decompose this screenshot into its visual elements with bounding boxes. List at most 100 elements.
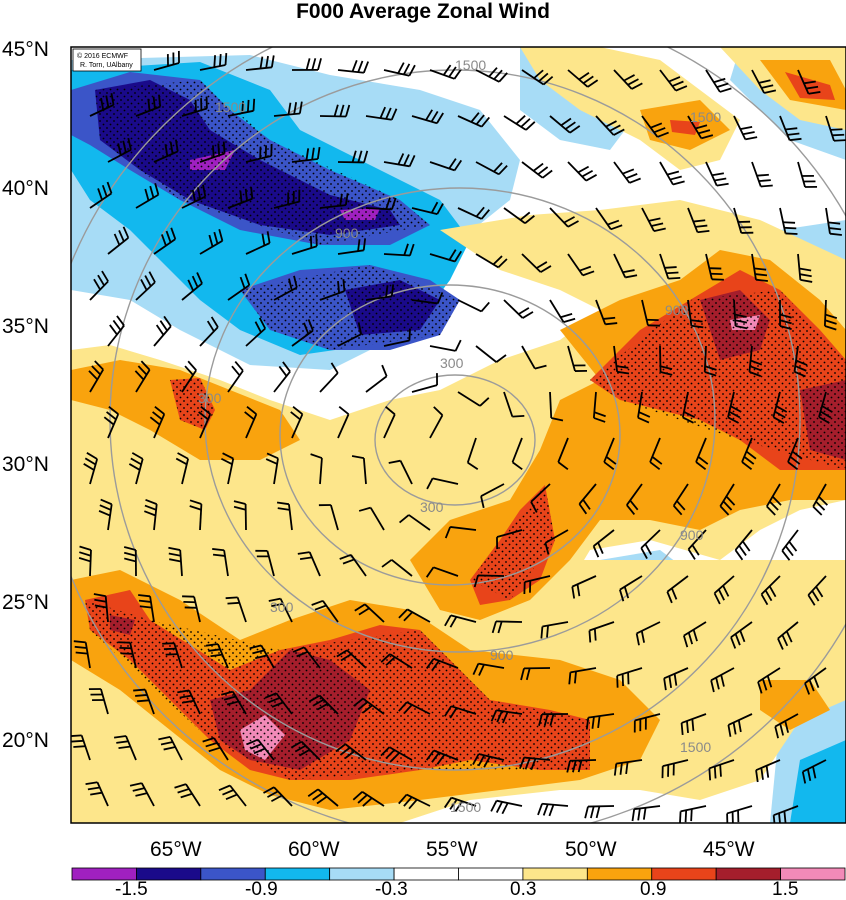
- wind-barb: [290, 740, 321, 761]
- wind-barb: [571, 575, 597, 599]
- wind-barb: [733, 299, 748, 330]
- wind-barb: [772, 805, 799, 823]
- wind-barb: [797, 161, 818, 188]
- colorbar-label: -0.3: [375, 879, 408, 900]
- wind-barb: [143, 499, 158, 531]
- wind-barb: [189, 499, 203, 531]
- wind-barb: [198, 405, 212, 439]
- wind-barb: [687, 115, 714, 140]
- wind-barb: [89, 93, 115, 117]
- wind-barb: [491, 620, 523, 634]
- wind-barb: [511, 437, 523, 471]
- contour-label: 900: [490, 647, 514, 663]
- wind-barb: [772, 391, 788, 424]
- contour-label: 300: [420, 499, 444, 515]
- wind-barb: [444, 526, 477, 539]
- wind-barb: [641, 115, 669, 138]
- wind-barb: [595, 207, 623, 231]
- wind-barb: [398, 514, 431, 531]
- wind-barb: [246, 738, 275, 761]
- wind-barb: [218, 784, 247, 807]
- wind-barb: [220, 452, 235, 485]
- wind-barb: [659, 253, 681, 280]
- wind-barb: [233, 500, 247, 531]
- wind-barb: [107, 315, 125, 347]
- colorbar-label: 0.9: [640, 879, 666, 900]
- wind-barb: [520, 667, 551, 681]
- contour-label: 1500: [215, 99, 246, 115]
- wind-barb: [475, 67, 508, 83]
- map-field: 1500 1500 1500 1500 1500 900 900 900 900…: [71, 47, 846, 823]
- wind-barb: [411, 109, 444, 125]
- wind-barb: [705, 161, 729, 187]
- wind-barb: [687, 299, 704, 329]
- wind-barb: [781, 529, 799, 561]
- wind-barb: [307, 788, 339, 807]
- wind-barb: [337, 405, 350, 439]
- wind-barb: [107, 226, 130, 255]
- wind-barb: [339, 553, 367, 577]
- wind-barb: [733, 115, 758, 141]
- lat-label: 35°N: [2, 315, 49, 338]
- wind-barb: [383, 328, 411, 347]
- wind-barb: [168, 546, 183, 577]
- wind-barb: [540, 621, 569, 639]
- wind-barb: [584, 805, 615, 819]
- wind-barb: [89, 270, 109, 301]
- contour-label: 900: [335, 225, 359, 241]
- wind-barb: [523, 575, 551, 595]
- wind-barb: [174, 783, 201, 807]
- wind-barb: [227, 186, 254, 209]
- wind-barb: [245, 143, 273, 163]
- wind-barb: [93, 593, 109, 623]
- contour-label: 900: [665, 302, 689, 318]
- wind-barb: [793, 345, 808, 378]
- wind-barb: [138, 594, 155, 623]
- wind-barb: [637, 391, 651, 424]
- wind-barb: [149, 405, 166, 439]
- wind-barb: [475, 161, 508, 176]
- contour-label: 1500: [680, 739, 711, 755]
- wind-barb: [592, 391, 606, 423]
- wind-barb: [202, 737, 229, 761]
- wind-barb: [766, 483, 782, 516]
- wind-barb: [519, 756, 551, 771]
- wind-barb: [425, 657, 459, 672]
- colorbar-swatch: [715, 867, 781, 881]
- contour-label: 300: [440, 355, 464, 371]
- wind-barb: [823, 299, 838, 331]
- wind-barb: [503, 391, 525, 418]
- wind-barb: [741, 437, 757, 471]
- wind-barb: [383, 243, 415, 257]
- credit-line: © 2016 ECMWF: [77, 52, 128, 60]
- wind-barb: [383, 406, 396, 439]
- wind-barb: [103, 405, 120, 439]
- wind-barb: [635, 621, 661, 646]
- wind-barb: [123, 546, 137, 577]
- lon-label: 60°W: [288, 838, 340, 861]
- wind-barb: [521, 69, 554, 86]
- wind-barb: [695, 437, 709, 471]
- wind-barb: [585, 713, 615, 730]
- wind-barb: [659, 69, 688, 92]
- wind-barb: [268, 597, 293, 623]
- wind-barb: [521, 345, 547, 370]
- wind-barb: [496, 529, 523, 550]
- wind-barb: [365, 364, 388, 393]
- lat-label: 20°N: [2, 729, 49, 752]
- wind-barb: [411, 201, 444, 215]
- wind-barb: [443, 796, 477, 812]
- wind-barb: [710, 667, 735, 693]
- wind-barb: [568, 667, 597, 685]
- wind-barb: [319, 193, 349, 209]
- wind-barb: [641, 207, 666, 232]
- wind-barb: [480, 483, 505, 509]
- wind-barb: [472, 662, 505, 676]
- wind-barb: [225, 596, 247, 623]
- wind-barb: [825, 207, 842, 236]
- colorbar-label: -1.5: [115, 879, 148, 900]
- wind-barb: [801, 759, 827, 784]
- wind-barb: [713, 575, 735, 605]
- wind-barb: [199, 229, 224, 255]
- wind-barb: [588, 621, 615, 643]
